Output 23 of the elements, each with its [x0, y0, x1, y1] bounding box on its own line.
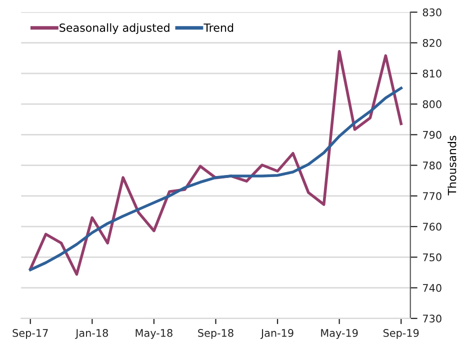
x-tick-label: Jan-19 — [260, 329, 294, 339]
y-tick-label: 730 — [423, 314, 442, 323]
y-tick-label: 830 — [422, 8, 442, 16]
y-tick-label: 740 — [423, 284, 442, 292]
y-tick-label: 770 — [423, 192, 442, 200]
legend-label: Seasonally adjusted — [60, 23, 170, 34]
y-tick-label: 750 — [423, 253, 442, 262]
y-tick-label: 780 — [423, 162, 442, 170]
y-axis-title: Thousands — [448, 136, 456, 196]
x-tick-label: Sep-17 — [12, 329, 48, 339]
y-tick-label: 810 — [422, 70, 442, 78]
x-tick-label: Sep-19 — [383, 329, 419, 339]
x-tick-label: Jan-18 — [75, 329, 108, 339]
legend-label: Trend — [204, 23, 234, 32]
x-tick-label: May-19 — [321, 329, 358, 339]
y-tick-label: 800 — [422, 100, 442, 108]
y-tick-label: 760 — [423, 222, 442, 231]
x-tick-label: May-18 — [136, 329, 172, 339]
line-series — [28, 50, 402, 276]
line-series — [28, 86, 402, 272]
x-tick-label: Sep-18 — [198, 329, 234, 339]
y-tick-label: 820 — [422, 39, 442, 47]
y-tick-label: 790 — [423, 130, 442, 139]
